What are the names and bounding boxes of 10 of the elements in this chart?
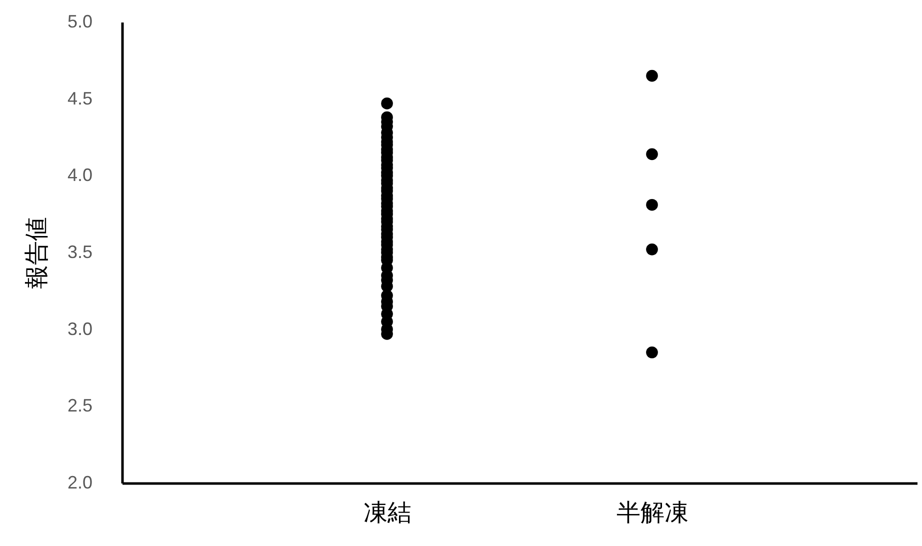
- y-tick-label: 2.0: [67, 472, 92, 492]
- y-tick-label: 3.0: [67, 318, 92, 339]
- x-tick-label: 凍結: [364, 500, 412, 526]
- x-tick-label: 半解凍: [616, 500, 688, 526]
- y-tick-label: 5.0: [67, 12, 92, 32]
- y-tick-label: 4.0: [67, 165, 92, 186]
- y-axis-title: 報告値: [23, 217, 50, 289]
- y-tick-label: 2.5: [67, 396, 92, 416]
- y-tick-label: 4.5: [67, 88, 92, 108]
- y-tick-label: 3.5: [67, 242, 92, 262]
